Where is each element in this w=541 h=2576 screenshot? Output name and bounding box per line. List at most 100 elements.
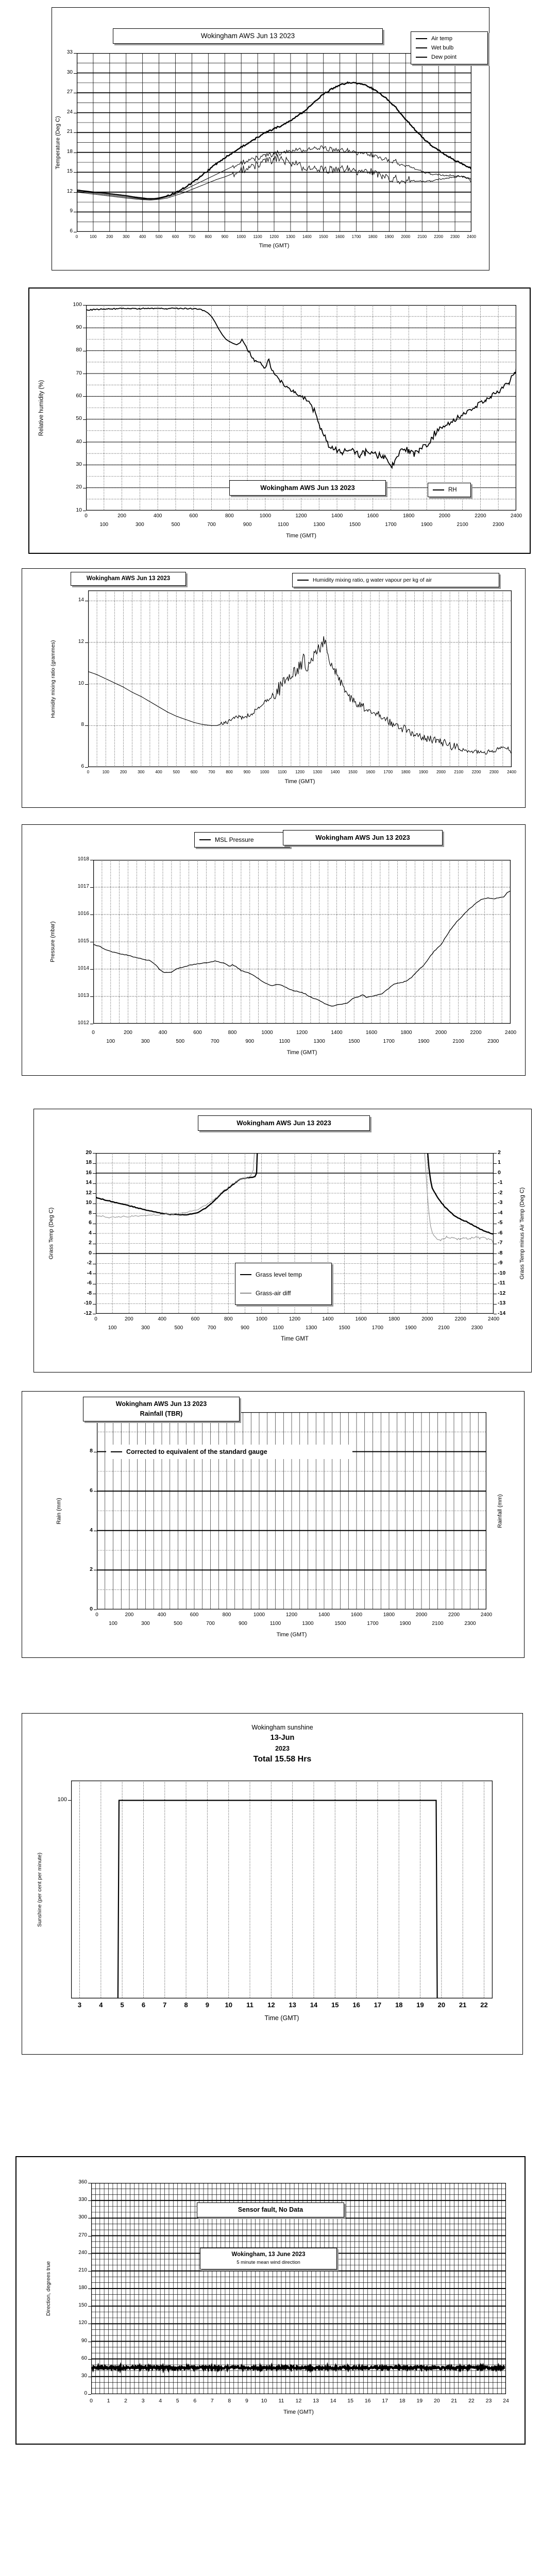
x-tick-label: 23 [485, 2398, 492, 2404]
legend-line-marker [111, 1451, 122, 1453]
y-tick-label: 30 [66, 69, 73, 75]
legend-entry: Humidity mixing ratio, g water vapour pe… [296, 575, 495, 585]
y-axis-title: Pressure (mbar) [49, 921, 56, 962]
box-text: Wokingham AWS Jun 13 2023 [260, 484, 355, 492]
x-tick-label: 1400 [322, 1316, 334, 1322]
x-tick-label: 19 [416, 2001, 424, 2009]
x-tick-label: 1000 [261, 1030, 273, 1036]
y-tick-mark [93, 1233, 96, 1234]
y-tick-mark [93, 1173, 96, 1174]
x-tick-label: 0 [95, 1612, 98, 1618]
y-tick-label: 240 [78, 2249, 87, 2256]
x-tick-label: 1000 [260, 770, 269, 774]
y-tick-mark [494, 1183, 497, 1184]
x-tick-label: 6 [193, 2398, 197, 2404]
y-tick-label: 1015 [77, 938, 89, 944]
x-tick-label: 6 [141, 2001, 146, 2009]
y-tick-mark [88, 2253, 91, 2254]
y-tick-label: 10 [78, 680, 84, 686]
x-tick-label: 1000 [236, 234, 246, 239]
x-tick-label: 100 [109, 1621, 117, 1626]
x-tick-label: 1800 [401, 770, 411, 774]
x-tick-label: 1700 [367, 1621, 379, 1626]
y2-tick-label: -2 [498, 1189, 503, 1196]
y-tick-label: 24 [66, 109, 73, 115]
y-tick-mark [494, 1213, 497, 1214]
x-tick-label: 1600 [355, 1316, 367, 1322]
x-tick-label: 300 [123, 234, 130, 239]
x-tick-label: 13 [313, 2398, 319, 2404]
y-tick-label: 21 [66, 129, 73, 135]
x-tick-label: 1500 [348, 770, 358, 774]
legend-entry: RH [432, 485, 467, 495]
x-tick-label: 1200 [295, 513, 307, 519]
legend-box: Humidity mixing ratio, g water vapour pe… [292, 573, 499, 587]
x-tick-label: 1300 [306, 1325, 317, 1331]
x-tick-label: 700 [207, 522, 216, 528]
grass-air-diff-line [96, 1153, 494, 1244]
y-tick-label: 16 [86, 1169, 92, 1176]
x-tick-label: 700 [207, 1325, 216, 1331]
y-tick-label: 6 [81, 764, 84, 769]
legend-entry: Wet bulb [415, 43, 484, 53]
y-tick-mark [83, 305, 86, 306]
y-tick-mark [88, 2394, 91, 2395]
x-tick-label: 22 [468, 2398, 475, 2404]
x-tick-label: 1800 [403, 513, 415, 519]
x-tick-label: 200 [106, 234, 113, 239]
y-axis-title: Grass Temp (Deg C) [48, 1207, 55, 1260]
y2-tick-label: -1 [498, 1179, 503, 1186]
y-tick-mark [494, 1163, 497, 1164]
y-tick-mark [93, 1183, 96, 1184]
y2-tick-label: -4 [498, 1209, 503, 1216]
box-text: Wokingham, 13 June 2023 [231, 2251, 306, 2258]
y-tick-label: -2 [87, 1260, 92, 1266]
y-tick-label: 8 [90, 1448, 93, 1454]
x-tick-label: 2100 [452, 1039, 464, 1044]
x-tick-label: 0 [87, 770, 90, 774]
box-text: 13-Jun [270, 1733, 295, 1742]
y-tick-label: 18 [66, 148, 73, 155]
x-tick-label: 17 [374, 2001, 382, 2009]
y-axis-title: Humidity mixing ratio (grammes) [49, 639, 56, 718]
y-tick-mark [85, 767, 88, 768]
x-tick-label: 0 [75, 234, 78, 239]
box-text: Sensor fault, No Data [238, 2206, 303, 2213]
x-tick-label: 9 [245, 2398, 248, 2404]
y-tick-mark [94, 1491, 97, 1492]
x-tick-label: 300 [141, 1039, 150, 1044]
x-tick-label: 1700 [385, 522, 397, 528]
x-tick-label: 4 [99, 2001, 103, 2009]
x-tick-label: 800 [224, 1316, 233, 1322]
y-tick-label: 4 [90, 1527, 93, 1533]
x-tick-label: 800 [228, 1030, 237, 1036]
y-tick-label: 12 [78, 638, 84, 645]
x-tick-label: 800 [222, 1612, 231, 1618]
y-tick-label: 40 [76, 438, 82, 445]
x-tick-label: 2000 [436, 770, 446, 774]
y-tick-mark [494, 1233, 497, 1234]
y-tick-mark [74, 172, 77, 173]
y-axis-title: Rain (mm) [56, 1497, 62, 1524]
x-tick-label: 2400 [467, 234, 476, 239]
y-tick-mark [93, 1213, 96, 1214]
x-tick-label: 21 [451, 2398, 458, 2404]
x-tick-label: 2200 [434, 234, 444, 239]
box-text: Wokingham AWS Jun 13 2023 [315, 834, 410, 841]
x-tick-label: 1600 [365, 1030, 378, 1036]
plot-border [77, 53, 471, 232]
y-tick-label: 33 [66, 49, 73, 55]
x-tick-label: 20 [437, 2001, 446, 2009]
y-axis-title: Temperature (Deg C) [55, 115, 61, 170]
x-tick-label: 900 [241, 1325, 249, 1331]
y-tick-label: 0 [89, 1249, 92, 1256]
y-tick-mark [74, 73, 77, 74]
x-tick-label: 1600 [367, 513, 379, 519]
x-axis-title: Time GMT [281, 1336, 309, 1342]
box-text: Wokingham AWS Jun 13 2023 [236, 1119, 331, 1127]
y2-tick-label: -14 [498, 1310, 506, 1316]
x-tick-label: 2400 [504, 1030, 517, 1036]
x-tick-label: 900 [245, 1039, 255, 1044]
temperature-chart-plot [77, 53, 471, 232]
x-tick-label: 2000 [438, 513, 450, 519]
